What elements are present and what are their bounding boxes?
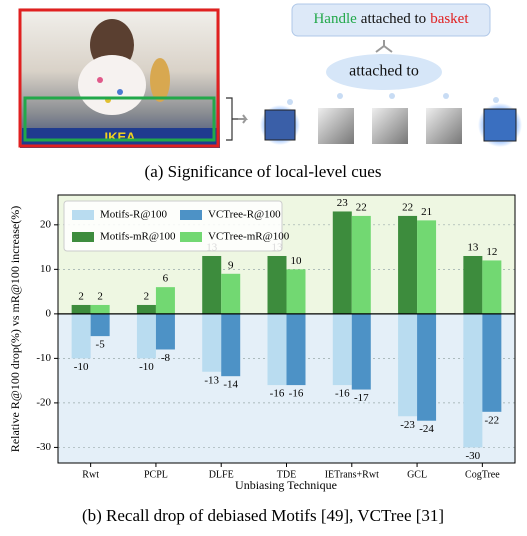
bar	[137, 314, 156, 359]
bar	[333, 211, 352, 313]
value-label: 23	[337, 197, 349, 209]
bar	[72, 305, 91, 314]
value-label: 2	[97, 290, 103, 302]
legend-swatch	[180, 210, 202, 220]
x-tick-label: CogTree	[465, 469, 500, 480]
bracket	[226, 98, 238, 140]
cloud-dots	[287, 93, 499, 105]
y-tick-label: 20	[40, 218, 52, 230]
bar	[156, 314, 175, 350]
value-label: 22	[402, 201, 413, 213]
bar	[72, 314, 91, 359]
cloud-label: attached to	[349, 63, 419, 80]
bar	[287, 269, 306, 314]
thumbnails	[260, 103, 522, 147]
x-tick-label: TDE	[277, 469, 296, 480]
x-tick-label: DLFE	[209, 469, 234, 480]
bar	[352, 216, 371, 314]
value-label: 21	[421, 206, 432, 218]
y-tick-label: 10	[40, 263, 52, 275]
value-label: -10	[139, 361, 154, 373]
value-label: 13	[467, 242, 479, 254]
legend-swatch	[72, 210, 94, 220]
figure: IKEA attached to Handleattached tobasket…	[0, 0, 527, 531]
bar	[202, 256, 221, 314]
bar	[482, 260, 501, 313]
value-label: -5	[96, 339, 106, 351]
value-label: 12	[486, 246, 497, 258]
photo-text: IKEA	[104, 129, 136, 144]
value-label: 6	[163, 273, 169, 285]
value-label: 22	[356, 201, 367, 213]
bar	[398, 216, 417, 314]
value-label: -10	[74, 361, 89, 373]
bar	[417, 220, 436, 313]
x-tick-label: IETrans+Rwt	[325, 469, 379, 480]
value-label: -13	[204, 374, 219, 386]
value-label: -16	[270, 388, 285, 400]
value-label: 10	[291, 255, 303, 267]
x-tick-label: PCPL	[144, 469, 168, 480]
photo: IKEA	[20, 8, 220, 148]
legend-label: VCTree-mR@100	[208, 231, 290, 243]
value-label: -8	[161, 352, 171, 364]
value-label: -14	[223, 379, 238, 391]
y-tick-label: -20	[36, 396, 51, 408]
bar	[417, 314, 436, 421]
value-label: -16	[335, 388, 350, 400]
bar	[398, 314, 417, 416]
bar	[268, 256, 287, 314]
y-tick-label: 0	[46, 307, 52, 319]
bar	[202, 314, 221, 372]
bar	[352, 314, 371, 390]
y-tick-label: -10	[36, 352, 51, 364]
bar	[221, 274, 240, 314]
subject: Handle	[313, 11, 357, 27]
arrow	[376, 40, 392, 52]
bar	[91, 314, 110, 336]
value-label: -24	[419, 423, 434, 435]
legend-swatch	[72, 232, 94, 242]
predicate: attached to	[361, 11, 426, 27]
legend-label: Motifs-mR@100	[100, 231, 176, 243]
x-tick-label: GCL	[407, 469, 427, 480]
caption: (b) Recall drop of debiased Motifs [49],…	[82, 506, 444, 525]
arrow	[238, 115, 246, 123]
value-label: 9	[228, 259, 234, 271]
value-label: 2	[78, 290, 84, 302]
bar	[463, 314, 482, 448]
y-tick-label: -30	[36, 441, 51, 453]
value-label: -16	[289, 388, 304, 400]
legend-label: Motifs-R@100	[100, 209, 167, 221]
object: basket	[430, 11, 469, 27]
value-label: -17	[354, 392, 369, 404]
x-tick-label: Rwt	[82, 469, 99, 480]
bar	[91, 305, 110, 314]
bar	[221, 314, 240, 376]
bar	[156, 287, 175, 314]
bar	[482, 314, 501, 412]
bar	[137, 305, 156, 314]
value-label: -23	[400, 419, 415, 431]
y-axis-label: Relative R@100 drop(%) vs mR@100 increas…	[8, 206, 22, 452]
legend-swatch	[180, 232, 202, 242]
caption: (a) Significance of local-level cues	[145, 162, 382, 181]
bar	[268, 314, 287, 385]
bar	[463, 256, 482, 314]
bar	[287, 314, 306, 385]
value-label: 2	[144, 290, 150, 302]
value-label: -30	[466, 450, 481, 462]
bar	[333, 314, 352, 385]
legend-label: VCTree-R@100	[208, 209, 281, 221]
value-label: -22	[485, 414, 500, 426]
